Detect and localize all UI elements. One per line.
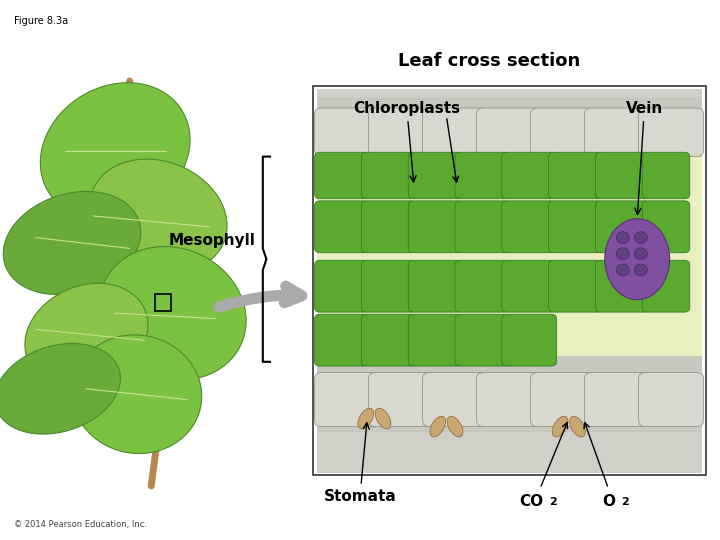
FancyBboxPatch shape (369, 373, 433, 427)
FancyBboxPatch shape (408, 152, 463, 199)
FancyBboxPatch shape (585, 373, 649, 427)
FancyBboxPatch shape (502, 201, 557, 253)
FancyBboxPatch shape (315, 108, 379, 157)
FancyBboxPatch shape (317, 89, 702, 472)
FancyBboxPatch shape (595, 260, 650, 312)
FancyBboxPatch shape (531, 373, 595, 427)
Ellipse shape (447, 416, 463, 437)
Ellipse shape (616, 248, 629, 260)
FancyBboxPatch shape (317, 97, 702, 167)
Text: © 2014 Pearson Education, Inc.: © 2014 Pearson Education, Inc. (14, 520, 148, 529)
Ellipse shape (40, 83, 190, 220)
FancyBboxPatch shape (315, 260, 369, 312)
FancyBboxPatch shape (408, 314, 463, 366)
Ellipse shape (99, 247, 246, 380)
Ellipse shape (90, 159, 227, 273)
Text: Stomata: Stomata (323, 423, 397, 504)
FancyBboxPatch shape (642, 152, 690, 199)
FancyBboxPatch shape (313, 86, 706, 475)
FancyBboxPatch shape (315, 201, 369, 253)
FancyBboxPatch shape (639, 108, 703, 157)
FancyBboxPatch shape (477, 373, 541, 427)
FancyBboxPatch shape (642, 260, 690, 312)
Ellipse shape (375, 408, 391, 429)
Ellipse shape (616, 232, 629, 244)
Ellipse shape (634, 248, 647, 260)
FancyBboxPatch shape (639, 373, 703, 427)
FancyBboxPatch shape (455, 152, 510, 199)
FancyBboxPatch shape (642, 201, 690, 253)
FancyBboxPatch shape (361, 201, 416, 253)
Text: O: O (602, 494, 615, 509)
Ellipse shape (72, 335, 202, 454)
FancyBboxPatch shape (455, 201, 510, 253)
FancyBboxPatch shape (423, 108, 487, 157)
Text: Figure 8.3a: Figure 8.3a (14, 16, 68, 26)
FancyBboxPatch shape (549, 152, 603, 199)
FancyBboxPatch shape (531, 108, 595, 157)
Ellipse shape (25, 284, 148, 386)
FancyBboxPatch shape (423, 373, 487, 427)
Text: CO: CO (519, 494, 544, 509)
FancyBboxPatch shape (585, 108, 649, 157)
FancyBboxPatch shape (317, 356, 702, 432)
FancyBboxPatch shape (369, 108, 433, 157)
Text: 2: 2 (621, 497, 629, 507)
Ellipse shape (430, 416, 446, 437)
FancyBboxPatch shape (315, 152, 369, 199)
Ellipse shape (3, 191, 141, 295)
Text: Mesophyll: Mesophyll (168, 233, 256, 248)
FancyBboxPatch shape (361, 152, 416, 199)
FancyBboxPatch shape (455, 314, 510, 366)
Ellipse shape (616, 264, 629, 276)
Ellipse shape (552, 416, 568, 437)
FancyBboxPatch shape (455, 260, 510, 312)
Ellipse shape (605, 219, 670, 300)
Ellipse shape (634, 232, 647, 244)
Ellipse shape (570, 416, 585, 437)
FancyBboxPatch shape (549, 260, 603, 312)
FancyBboxPatch shape (477, 108, 541, 157)
FancyBboxPatch shape (502, 152, 557, 199)
Ellipse shape (634, 264, 647, 276)
Ellipse shape (358, 408, 374, 429)
FancyBboxPatch shape (549, 201, 603, 253)
FancyBboxPatch shape (361, 314, 416, 366)
FancyBboxPatch shape (315, 314, 369, 366)
FancyBboxPatch shape (315, 373, 379, 427)
FancyBboxPatch shape (361, 260, 416, 312)
FancyBboxPatch shape (595, 201, 650, 253)
FancyBboxPatch shape (317, 157, 702, 356)
Text: 2: 2 (549, 497, 557, 507)
Text: Chloroplasts: Chloroplasts (354, 101, 460, 182)
FancyBboxPatch shape (408, 201, 463, 253)
Text: Leaf cross section: Leaf cross section (398, 52, 581, 70)
FancyBboxPatch shape (502, 260, 557, 312)
Text: Vein: Vein (626, 101, 663, 214)
FancyBboxPatch shape (408, 260, 463, 312)
Ellipse shape (0, 343, 120, 434)
FancyBboxPatch shape (595, 152, 650, 199)
FancyBboxPatch shape (502, 314, 557, 366)
